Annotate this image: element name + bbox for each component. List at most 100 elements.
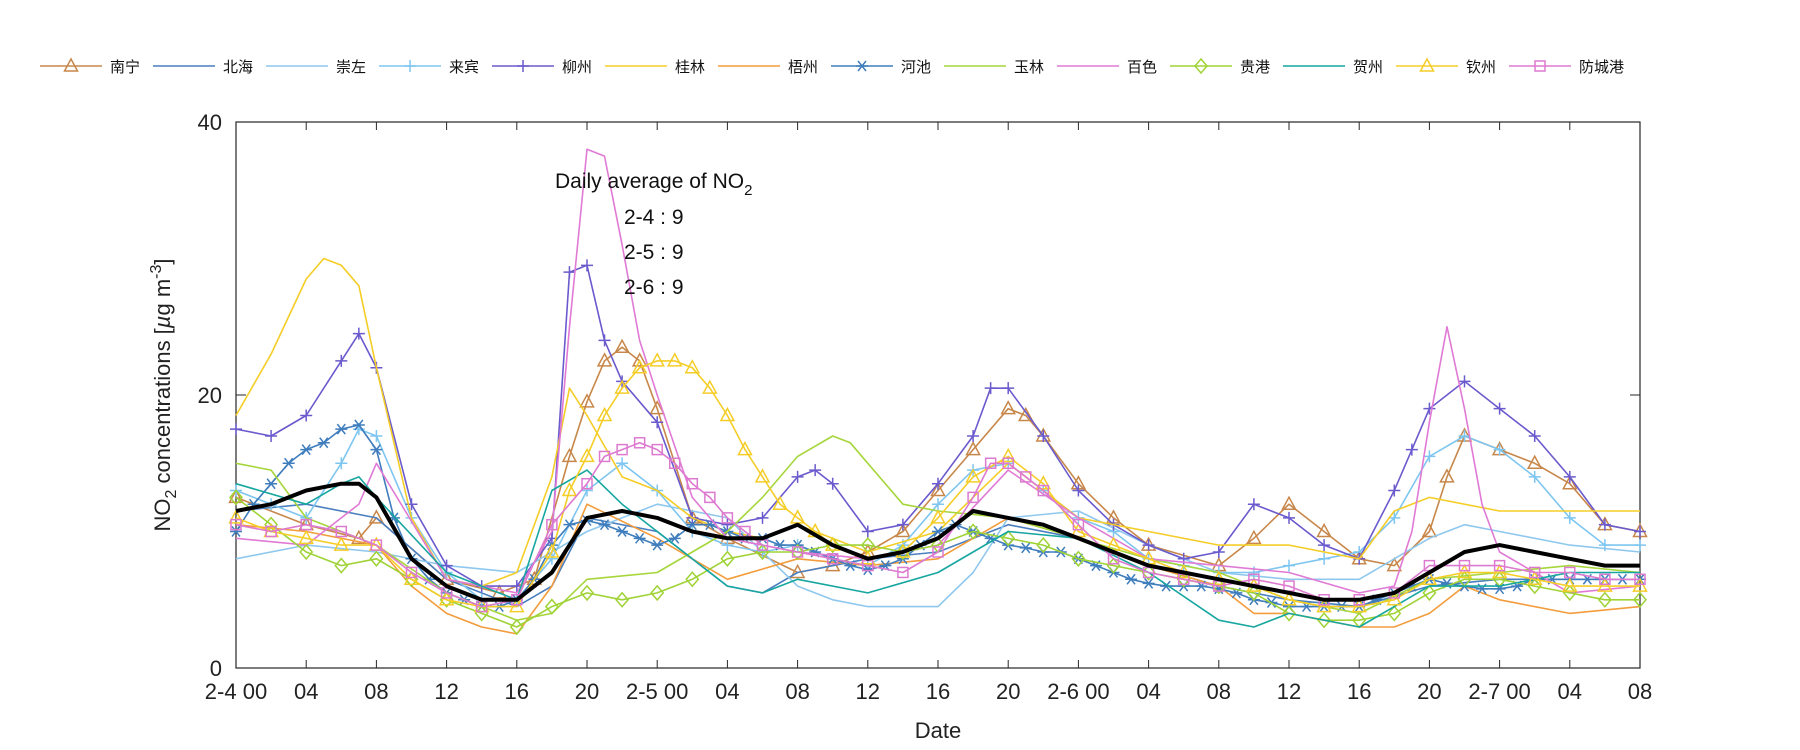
x-tick-label: 08 — [785, 679, 809, 704]
legend-marker — [1194, 57, 1208, 75]
data-point-南宁 — [631, 352, 648, 367]
legend-item-河池: 河池 — [831, 59, 931, 76]
data-point-贵港 — [299, 543, 314, 561]
data-point-贵港 — [580, 584, 594, 602]
data-point-钦州 — [1456, 563, 1473, 579]
data-point-柳州 — [1634, 525, 1646, 538]
data-point-钦州 — [1351, 598, 1367, 613]
y-label-base: NO — [150, 499, 175, 532]
x-tick-label: 04 — [294, 679, 318, 704]
data-point-防城港 — [300, 518, 312, 531]
data-point-防城港 — [984, 457, 997, 469]
data-point-南宁 — [965, 441, 981, 456]
data-point-河池 — [1125, 573, 1138, 585]
data-point-钦州 — [298, 529, 314, 545]
data-point-钦州 — [1000, 447, 1016, 463]
legend-marker — [856, 60, 868, 72]
data-point-贵港 — [1071, 550, 1086, 567]
data-point-贵港 — [334, 557, 349, 574]
data-point-钦州 — [666, 352, 683, 367]
x-tick-label: 2-4 00 — [205, 679, 267, 704]
data-point-钦州 — [1386, 591, 1403, 606]
legend-item-防城港: 防城港 — [1509, 59, 1624, 76]
data-point-河池 — [300, 444, 313, 456]
data-point-贵港 — [1597, 591, 1612, 608]
data-point-来宾 — [1598, 539, 1611, 552]
data-point-来宾 — [1563, 511, 1576, 524]
data-point-来宾 — [335, 457, 348, 470]
y-label-unit: g m — [150, 279, 175, 316]
x-tick-label: 16 — [505, 679, 529, 704]
data-point-柳州 — [335, 354, 348, 367]
data-point-贵港 — [229, 489, 243, 506]
data-point-贵港 — [790, 543, 805, 561]
data-point-贵港 — [544, 598, 559, 615]
legend-marker — [404, 60, 416, 72]
data-point-防城港 — [721, 512, 734, 524]
legend-item-贵港: 贵港 — [1170, 57, 1270, 76]
data-point-钦州 — [702, 379, 718, 394]
data-point-河池 — [370, 444, 383, 456]
data-point-钦州 — [1421, 570, 1438, 586]
legend-label: 来宾 — [449, 59, 479, 76]
annotation-line-2-5: 2-5 : 9 — [624, 241, 684, 264]
data-point-南宁 — [930, 481, 946, 497]
data-point-防城港 — [1528, 566, 1541, 579]
data-point-来宾 — [1634, 539, 1646, 552]
data-point-防城港 — [633, 437, 646, 449]
data-point-柳州 — [1388, 484, 1401, 497]
data-point-河池 — [317, 437, 330, 449]
data-point-防城港 — [581, 477, 593, 490]
data-point-柳州 — [581, 259, 593, 272]
data-point-柳州 — [1458, 375, 1471, 388]
data-point-防城港 — [1599, 573, 1611, 586]
series-line-崇左 — [235, 503, 1641, 608]
data-point-柳州 — [1563, 470, 1576, 483]
data-point-钦州 — [1597, 577, 1613, 592]
data-point-柳州 — [1002, 382, 1015, 395]
data-point-贵港 — [1036, 536, 1051, 554]
series-line-贺州 — [235, 469, 1640, 628]
data-point-钦州 — [737, 441, 753, 456]
data-point-南宁 — [579, 393, 595, 408]
data-point-防城港 — [1020, 471, 1032, 483]
x-tick-label: 20 — [1417, 679, 1441, 704]
data-point-南宁 — [1562, 475, 1578, 490]
data-point-来宾 — [721, 539, 734, 552]
data-point-贵港 — [1317, 612, 1332, 629]
data-point-河池 — [352, 419, 365, 431]
data-point-南宁 — [1281, 495, 1297, 510]
data-point-柳州 — [598, 334, 611, 347]
legend-label: 南宁 — [110, 59, 140, 76]
legend-item-贺州: 贺州 — [1283, 59, 1383, 76]
x-tick-label: 16 — [1347, 679, 1371, 704]
legend-label: 柳州 — [562, 59, 592, 76]
data-point-南宁 — [1386, 557, 1403, 572]
data-point-河池 — [335, 423, 348, 435]
data-point-防城港 — [230, 518, 242, 531]
x-tick-label: 04 — [1136, 679, 1160, 704]
data-point-防城港 — [686, 477, 699, 490]
y-label-close: ] — [150, 258, 175, 264]
series-line-average — [235, 481, 1640, 602]
data-point-南宁 — [1000, 400, 1016, 415]
legend-item-南宁: 南宁 — [40, 57, 140, 76]
series-崇左 — [235, 503, 1641, 608]
data-point-柳州 — [352, 327, 365, 340]
legend-label: 贵港 — [1240, 59, 1270, 76]
data-point-防城港 — [1564, 566, 1576, 579]
data-point-来宾 — [1493, 443, 1506, 456]
legend-label: 河池 — [901, 59, 931, 76]
data-point-防城港 — [791, 546, 804, 558]
x-tick-label: 16 — [926, 679, 950, 704]
data-point-南宁 — [1421, 522, 1438, 538]
data-point-贵港 — [685, 571, 700, 588]
data-point-柳州 — [230, 423, 242, 436]
data-point-防城港 — [932, 546, 944, 558]
data-point-柳州 — [861, 525, 874, 538]
data-point-钦州 — [614, 379, 630, 394]
data-point-防城港 — [1002, 457, 1014, 469]
data-point-河池 — [633, 532, 646, 544]
data-point-来宾 — [1318, 552, 1331, 565]
data-point-来宾 — [616, 457, 629, 470]
